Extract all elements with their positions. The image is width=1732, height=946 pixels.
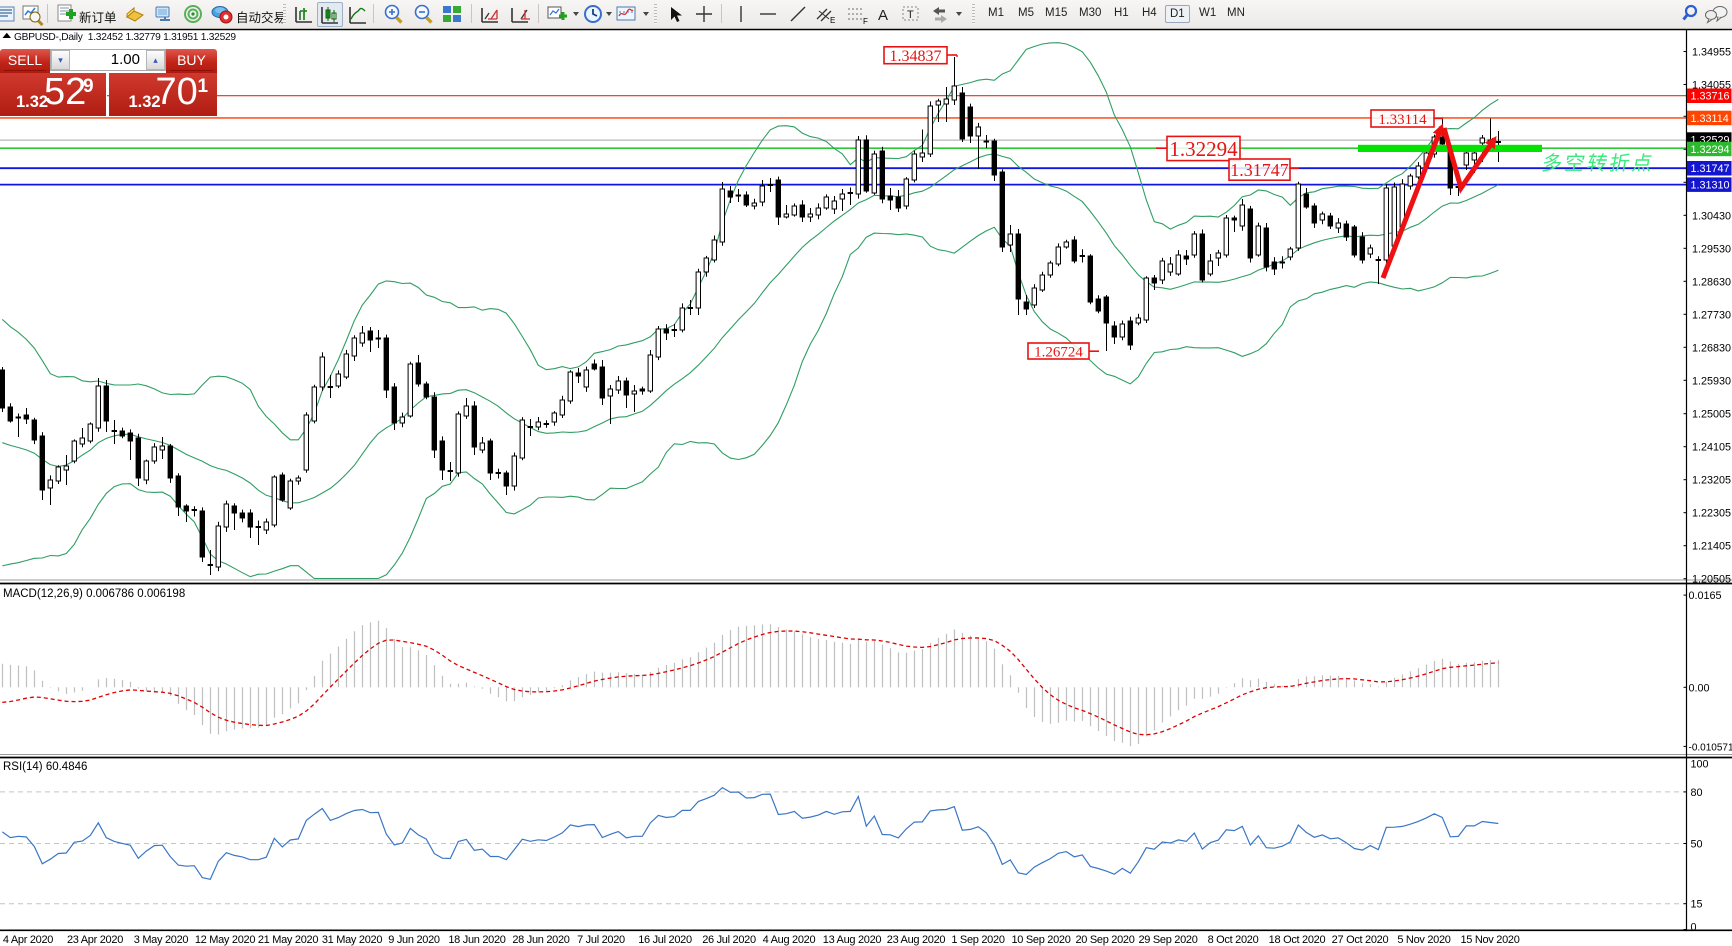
svg-text:1.34955: 1.34955 xyxy=(1692,47,1731,59)
svg-text:1.32294: 1.32294 xyxy=(1169,137,1238,161)
svg-text:28 Jun 2020: 28 Jun 2020 xyxy=(512,934,569,946)
svg-text:16 Jul 2020: 16 Jul 2020 xyxy=(638,934,692,946)
svg-text:1.20505: 1.20505 xyxy=(1692,574,1731,586)
svg-text:1.27730: 1.27730 xyxy=(1692,309,1731,321)
svg-text:21 May 2020: 21 May 2020 xyxy=(258,934,318,946)
svg-text:1.33114: 1.33114 xyxy=(1378,112,1427,128)
svg-text:1.30430: 1.30430 xyxy=(1692,210,1731,222)
svg-text:23 Apr 2020: 23 Apr 2020 xyxy=(67,934,123,946)
svg-text:100: 100 xyxy=(1691,759,1709,771)
svg-text:18 Jun 2020: 18 Jun 2020 xyxy=(448,934,505,946)
svg-text:29 Sep 2020: 29 Sep 2020 xyxy=(1138,934,1197,946)
svg-text:1.33716: 1.33716 xyxy=(1691,91,1730,103)
svg-text:20 Sep 2020: 20 Sep 2020 xyxy=(1075,934,1134,946)
svg-text:1.31310: 1.31310 xyxy=(1691,180,1730,192)
svg-text:F: F xyxy=(863,17,868,26)
svg-text:4 Aug 2020: 4 Aug 2020 xyxy=(763,934,816,946)
svg-text:31 May 2020: 31 May 2020 xyxy=(322,934,382,946)
svg-text:1.25930: 1.25930 xyxy=(1692,375,1731,387)
svg-text:T: T xyxy=(907,9,914,21)
svg-text:15: 15 xyxy=(1691,899,1703,911)
svg-text:3 May 2020: 3 May 2020 xyxy=(134,934,189,946)
svg-text:多空转折点: 多空转折点 xyxy=(1540,152,1656,175)
svg-text:26 Jul 2020: 26 Jul 2020 xyxy=(702,934,756,946)
svg-text:A: A xyxy=(878,7,888,24)
svg-text:1.26724: 1.26724 xyxy=(1034,344,1083,360)
svg-text:1.22305: 1.22305 xyxy=(1692,508,1731,520)
svg-text:1.28630: 1.28630 xyxy=(1692,276,1731,288)
svg-text:27 Oct 2020: 27 Oct 2020 xyxy=(1332,934,1389,946)
svg-text:15 Nov 2020: 15 Nov 2020 xyxy=(1460,934,1519,946)
svg-text:23 Aug 2020: 23 Aug 2020 xyxy=(887,934,946,946)
svg-text:1.31747: 1.31747 xyxy=(1230,160,1289,180)
svg-text:1 Sep 2020: 1 Sep 2020 xyxy=(951,934,1004,946)
svg-text:1.29530: 1.29530 xyxy=(1692,243,1731,255)
svg-text:0.0165: 0.0165 xyxy=(1689,590,1722,602)
svg-text:1.32294: 1.32294 xyxy=(1691,144,1730,156)
svg-text:1.23205: 1.23205 xyxy=(1692,475,1731,487)
svg-text:5 Nov 2020: 5 Nov 2020 xyxy=(1397,934,1450,946)
svg-text:12 May 2020: 12 May 2020 xyxy=(195,934,255,946)
svg-text:4 Apr 2020: 4 Apr 2020 xyxy=(3,934,53,946)
svg-text:80: 80 xyxy=(1691,787,1703,799)
svg-text:1.34837: 1.34837 xyxy=(890,48,942,65)
svg-text:7 Jul 2020: 7 Jul 2020 xyxy=(577,934,625,946)
svg-text:8 Oct 2020: 8 Oct 2020 xyxy=(1208,934,1259,946)
svg-text:13 Aug 2020: 13 Aug 2020 xyxy=(823,934,882,946)
svg-text:50: 50 xyxy=(1691,839,1703,851)
svg-text:18 Oct 2020: 18 Oct 2020 xyxy=(1269,934,1326,946)
svg-text:1.26830: 1.26830 xyxy=(1692,342,1731,354)
svg-text:1.31747: 1.31747 xyxy=(1691,163,1730,175)
svg-text:-0.010571: -0.010571 xyxy=(1689,742,1732,753)
svg-text:1.33114: 1.33114 xyxy=(1691,113,1729,125)
svg-text:9 Jun 2020: 9 Jun 2020 xyxy=(388,934,440,946)
svg-text:10 Sep 2020: 10 Sep 2020 xyxy=(1011,934,1070,946)
svg-text:E: E xyxy=(830,16,835,25)
svg-text:MACD(12,26,9) 0.006786 0.00619: MACD(12,26,9) 0.006786 0.006198 xyxy=(3,588,185,600)
svg-text:0: 0 xyxy=(1691,922,1697,934)
svg-text:GBPUSD-,Daily 1.32452 1.32779: GBPUSD-,Daily 1.32452 1.32779 1.31951 1.… xyxy=(14,32,236,43)
svg-text:0.00: 0.00 xyxy=(1689,682,1710,694)
svg-text:1.24105: 1.24105 xyxy=(1692,442,1731,454)
svg-text:1.21405: 1.21405 xyxy=(1692,541,1731,553)
svg-text:RSI(14) 60.4846: RSI(14) 60.4846 xyxy=(3,761,87,773)
svg-text:1.25005: 1.25005 xyxy=(1692,409,1731,421)
